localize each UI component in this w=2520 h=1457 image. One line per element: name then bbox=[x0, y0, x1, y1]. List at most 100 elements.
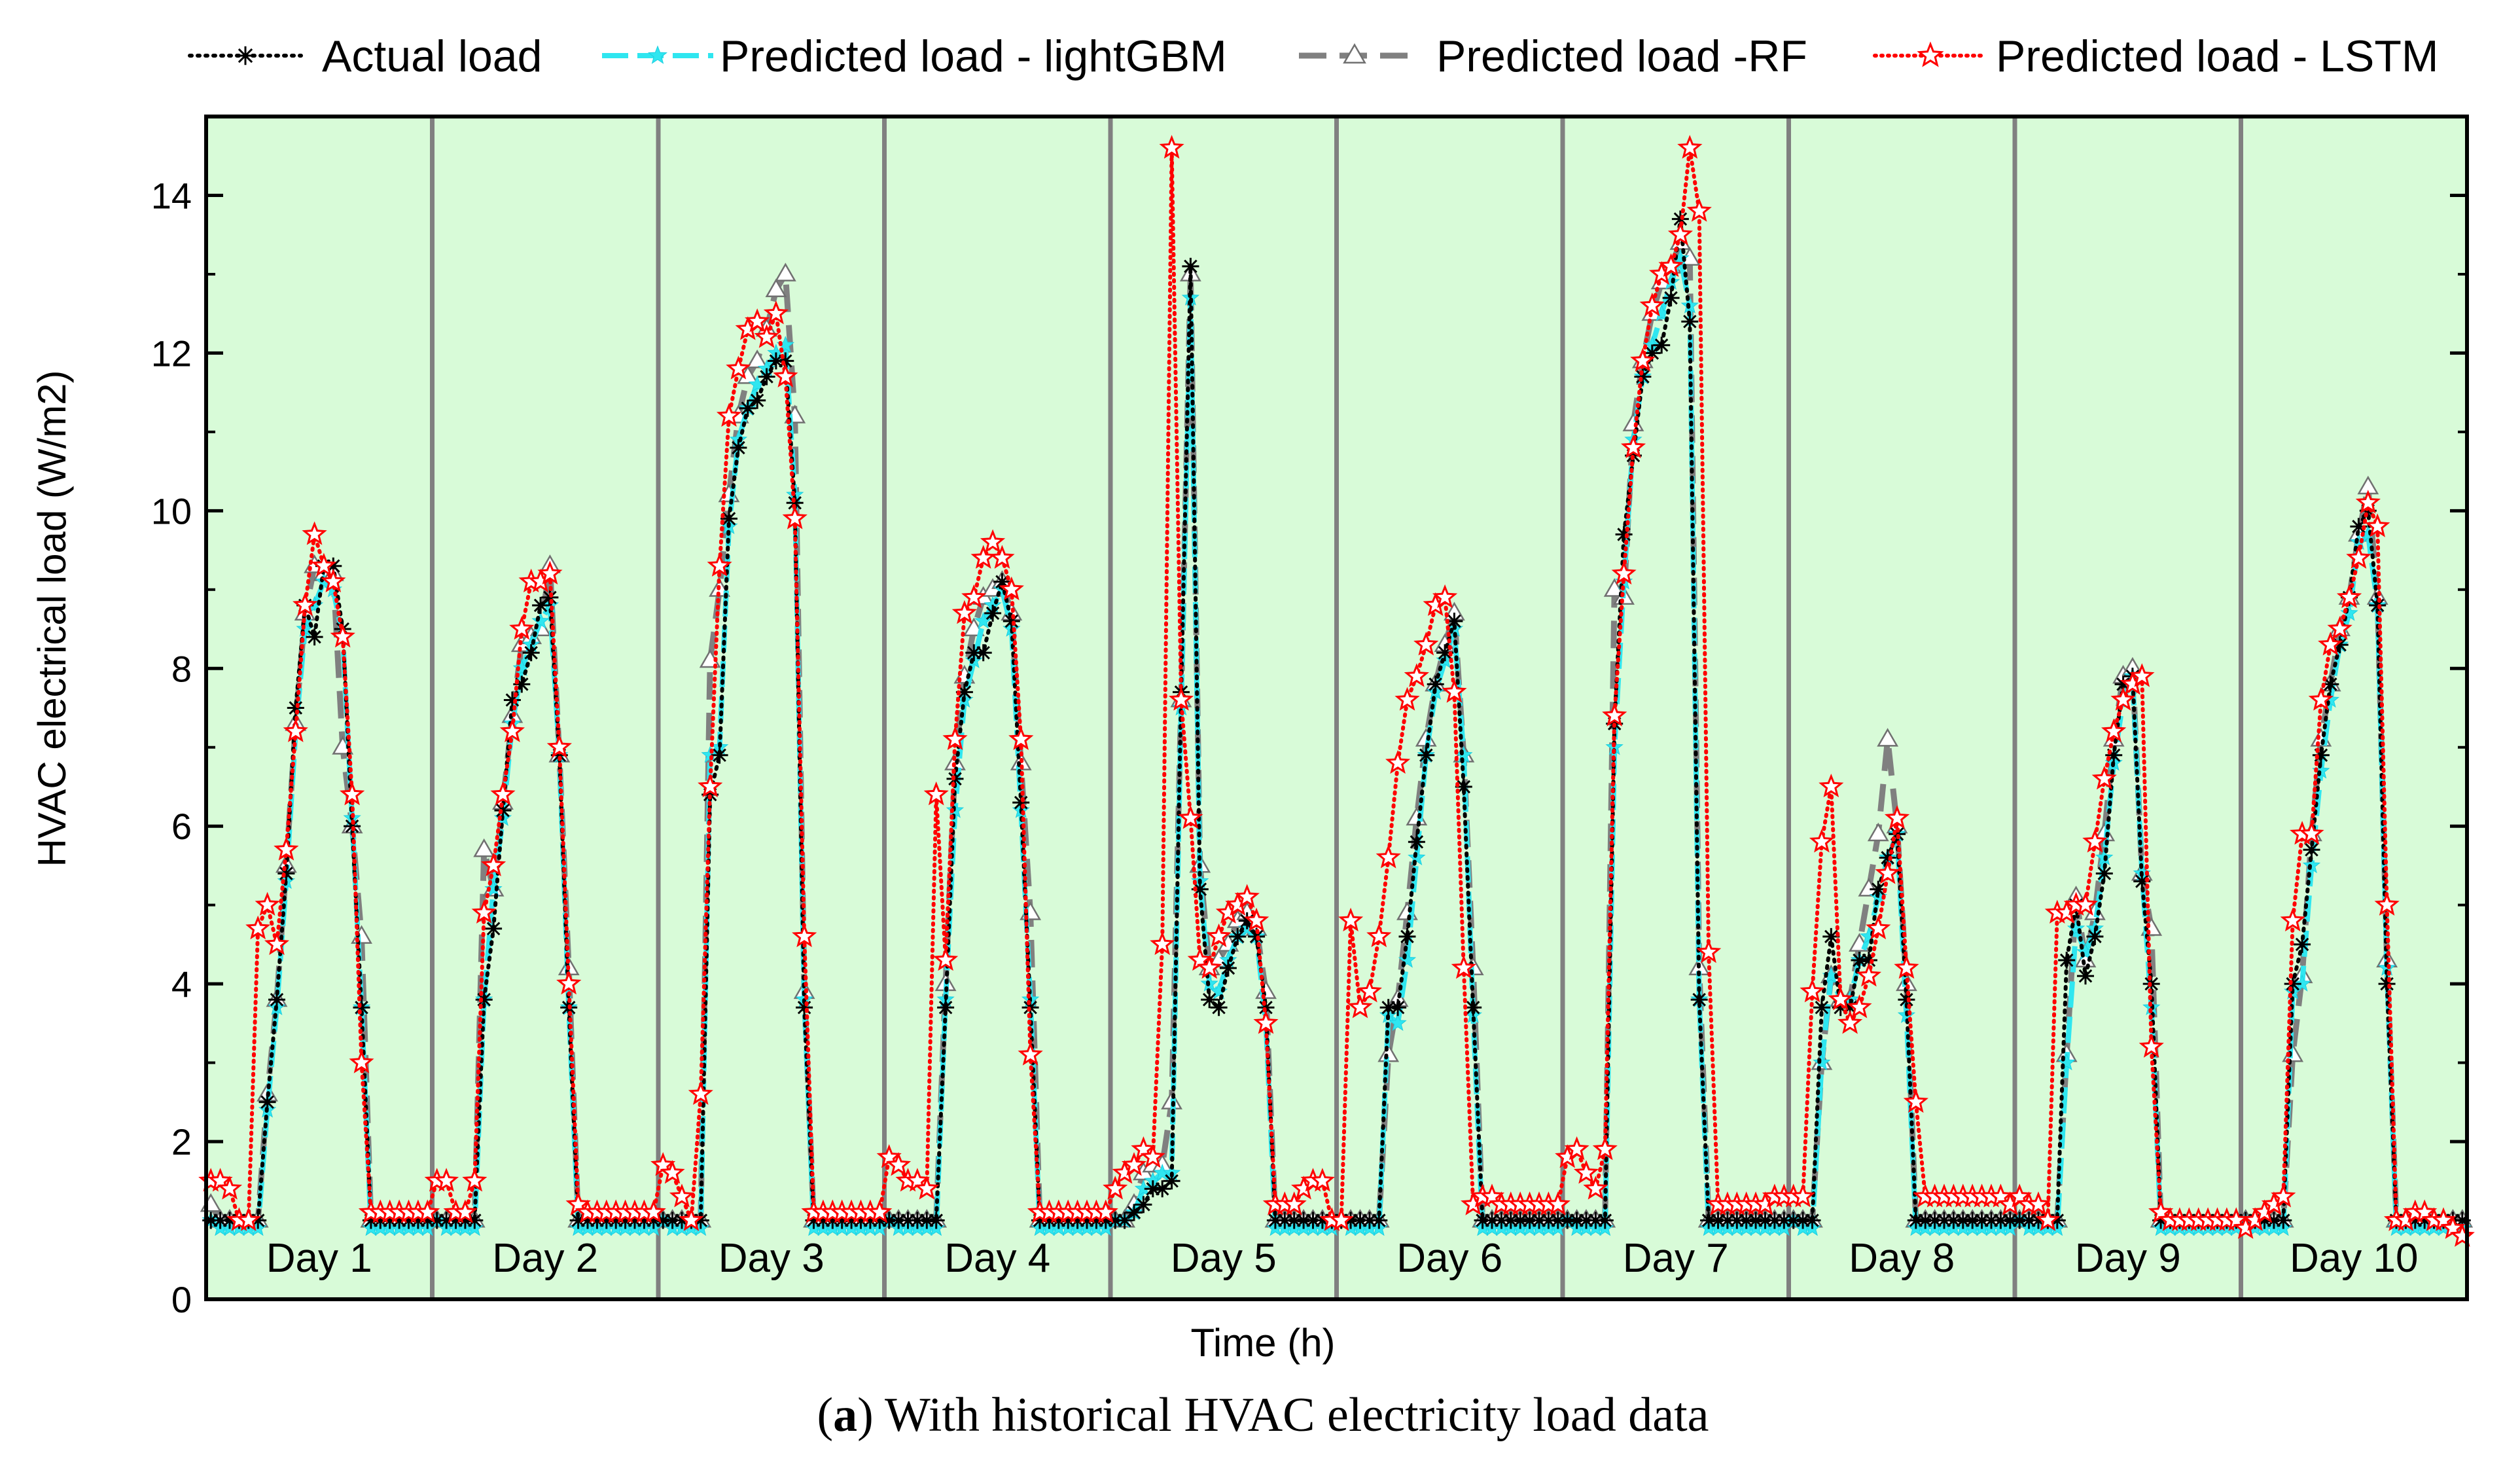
data-point-predicted-load-lstm bbox=[1018, 1041, 1043, 1066]
data-point-predicted-load-lstm bbox=[641, 1199, 666, 1223]
data-point-actual-load bbox=[2331, 636, 2349, 654]
data-point-predicted-load-lstm bbox=[1375, 844, 1401, 869]
data-point-actual-load bbox=[287, 699, 304, 717]
data-point-predicted-load-lstm bbox=[679, 1207, 704, 1231]
data-point-predicted-load-lstm bbox=[293, 592, 318, 617]
x-axis-title: Time (h) bbox=[1190, 1321, 1335, 1365]
data-point-actual-load bbox=[306, 628, 323, 646]
data-point-actual-load bbox=[1285, 1212, 1303, 1229]
day-label: Day 2 bbox=[492, 1236, 598, 1281]
data-point-actual-load bbox=[1615, 526, 1633, 543]
data-point-actual-load bbox=[1954, 1212, 1972, 1229]
data-point-actual-load bbox=[2256, 1212, 2273, 1229]
day-label: Day 7 bbox=[1623, 1236, 1729, 1281]
data-point-actual-load bbox=[1879, 849, 1896, 867]
data-point-actual-load bbox=[1408, 833, 1425, 851]
data-point-actual-load bbox=[937, 999, 955, 1016]
data-point-predicted-load-lstm bbox=[688, 1081, 713, 1105]
data-point-predicted-load-lstm bbox=[1809, 829, 1834, 853]
day-label: Day 1 bbox=[266, 1236, 372, 1281]
data-point-actual-load bbox=[1078, 1212, 1095, 1229]
data-point-predicted-load-lightgbm bbox=[1398, 950, 1417, 968]
data-point-actual-load bbox=[1427, 675, 1444, 693]
data-point-actual-load bbox=[1182, 257, 1199, 275]
y-tick-label: 14 bbox=[151, 175, 192, 216]
data-point-actual-load bbox=[597, 1212, 615, 1229]
data-point-actual-load bbox=[1163, 1172, 1180, 1190]
legend-item-actual-load: Actual load bbox=[188, 31, 542, 81]
data-point-actual-load bbox=[1455, 778, 1472, 795]
data-point-actual-load bbox=[447, 1212, 465, 1229]
data-point-actual-load bbox=[211, 1212, 229, 1229]
data-point-actual-load bbox=[2265, 1212, 2282, 1229]
data-point-actual-load bbox=[2350, 518, 2368, 535]
data-point-actual-load bbox=[955, 683, 973, 701]
day-label: Day 9 bbox=[2075, 1236, 2181, 1281]
day-label: Day 4 bbox=[944, 1236, 1050, 1281]
data-point-actual-load bbox=[1964, 1212, 1981, 1229]
plot-border bbox=[204, 115, 2469, 1301]
legend-item-predicted-load-lstm: Predicted load - LSTM bbox=[1873, 31, 2439, 81]
data-point-predicted-load-rf bbox=[746, 349, 768, 369]
data-point-actual-load bbox=[1059, 1212, 1077, 1229]
data-point-predicted-load-lstm bbox=[1686, 198, 1712, 222]
data-point-predicted-load-lstm bbox=[1677, 135, 1703, 159]
data-point-predicted-load-lstm bbox=[1159, 135, 1184, 159]
data-point-actual-load bbox=[2303, 841, 2320, 859]
data-point-predicted-load-lstm bbox=[980, 529, 1006, 553]
data-point-predicted-load-lstm bbox=[302, 521, 327, 545]
data-point-predicted-load-lstm bbox=[2129, 663, 2155, 687]
data-point-predicted-load-lstm bbox=[1140, 1144, 1165, 1168]
legend-label-actual-load: Actual load bbox=[322, 31, 542, 81]
data-point-actual-load bbox=[494, 802, 512, 819]
data-point-predicted-load-lstm bbox=[1244, 907, 1269, 931]
y-tick-label: 10 bbox=[151, 490, 192, 531]
data-point-actual-load bbox=[2406, 1212, 2424, 1229]
data-point-predicted-load-lstm bbox=[726, 355, 751, 380]
data-point-actual-load bbox=[2001, 1212, 2019, 1229]
data-point-predicted-load-lstm bbox=[2299, 821, 2324, 845]
day-labels: Day 1 Day 2 Day 3 Day 4 Day 5 Day 6 Day 7 Day 8… bbox=[266, 1236, 2419, 1281]
data-point-predicted-load-lightgbm bbox=[974, 611, 993, 629]
data-point-actual-load bbox=[635, 1212, 653, 1229]
data-point-actual-load bbox=[730, 439, 747, 456]
legend-label-predicted-load-lstm: Predicted load - LSTM bbox=[1996, 31, 2439, 81]
plot-frame bbox=[204, 115, 2469, 1301]
data-point-predicted-load-lstm bbox=[1432, 584, 1458, 609]
data-point-predicted-load-lstm bbox=[1828, 986, 1853, 1011]
data-point-actual-load bbox=[993, 573, 1011, 590]
data-point-predicted-load-lstm bbox=[236, 1207, 261, 1231]
data-point-actual-load bbox=[805, 1212, 823, 1229]
data-point-actual-load bbox=[824, 1212, 842, 1229]
y-tick-label: 6 bbox=[171, 806, 192, 847]
legend-marker-predicted-load-lstm bbox=[1917, 41, 1944, 67]
data-point-actual-load bbox=[890, 1212, 908, 1229]
data-point-predicted-load-lstm bbox=[264, 931, 290, 956]
data-point-actual-load bbox=[419, 1212, 436, 1229]
data-point-actual-load bbox=[843, 1212, 861, 1229]
data-point-predicted-load-lstm bbox=[792, 923, 817, 948]
day-label: Day 3 bbox=[719, 1236, 825, 1281]
data-point-predicted-load-lstm bbox=[2101, 718, 2127, 742]
data-point-predicted-load-lstm bbox=[2336, 584, 2362, 609]
data-point-actual-load bbox=[786, 494, 804, 512]
data-point-actual-load bbox=[1766, 1212, 1783, 1229]
data-point-predicted-load-lstm bbox=[2025, 1191, 2051, 1215]
data-point-predicted-load-lstm bbox=[2365, 513, 2390, 537]
data-point-predicted-load-lstm bbox=[2138, 1034, 2164, 1058]
data-point-actual-load bbox=[711, 746, 728, 764]
data-point-actual-load bbox=[1512, 1212, 1529, 1229]
data-point-actual-load bbox=[2114, 675, 2132, 693]
data-point-actual-load bbox=[1210, 999, 1228, 1016]
data-point-actual-load bbox=[1088, 1212, 1105, 1229]
data-point-predicted-load-lightgbm bbox=[2067, 919, 2085, 937]
data-point-predicted-load-lstm bbox=[1894, 954, 1919, 979]
y-tick-label: 4 bbox=[171, 963, 192, 1005]
data-point-predicted-load-lstm bbox=[471, 899, 497, 924]
data-point-predicted-load-lstm bbox=[2072, 891, 2099, 916]
data-point-actual-load bbox=[391, 1212, 408, 1229]
data-point-actual-load bbox=[1870, 880, 1887, 898]
data-point-actual-load bbox=[852, 1212, 870, 1229]
data-point-actual-load bbox=[1464, 999, 1482, 1016]
